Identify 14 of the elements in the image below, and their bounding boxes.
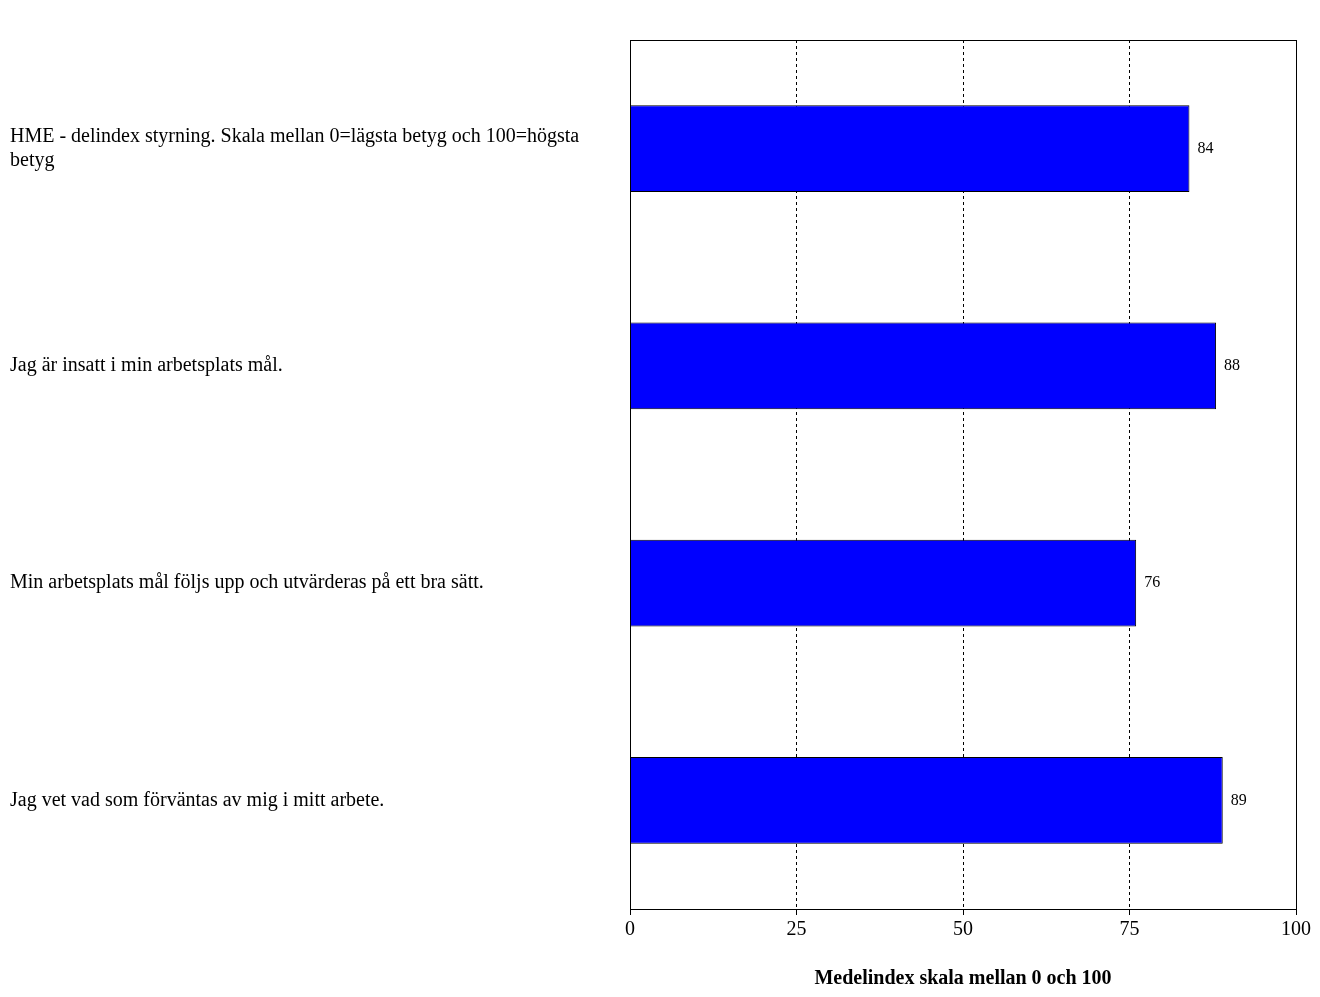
data-label: 76 [1144, 573, 1161, 591]
x-tick-label: 100 [1281, 917, 1311, 940]
y-tick-label: Jag är insatt i min arbetsplats mål. [10, 353, 283, 377]
data-label: 88 [1224, 356, 1241, 374]
x-tick-label: 25 [786, 917, 807, 940]
x-tick-label: 75 [1119, 917, 1140, 940]
x-tick-label: 0 [625, 917, 635, 940]
y-tick-label: HME - delindex styrning. Skala mellan 0=lägsta betyg och 100=högsta betyg [10, 123, 580, 171]
x-axis-title: Medelindex skala mellan 0 och 100 [814, 966, 1112, 989]
data-label: 89 [1230, 790, 1247, 808]
y-tick-label: Min arbetsplats mål följs upp och utvärderas på ett bra sätt. [10, 570, 484, 594]
x-tick-label: 50 [953, 917, 973, 940]
data-label: 84 [1197, 138, 1214, 156]
y-tick-label: Jag vet vad som förväntas av mig i mitt arbete. [10, 787, 385, 811]
